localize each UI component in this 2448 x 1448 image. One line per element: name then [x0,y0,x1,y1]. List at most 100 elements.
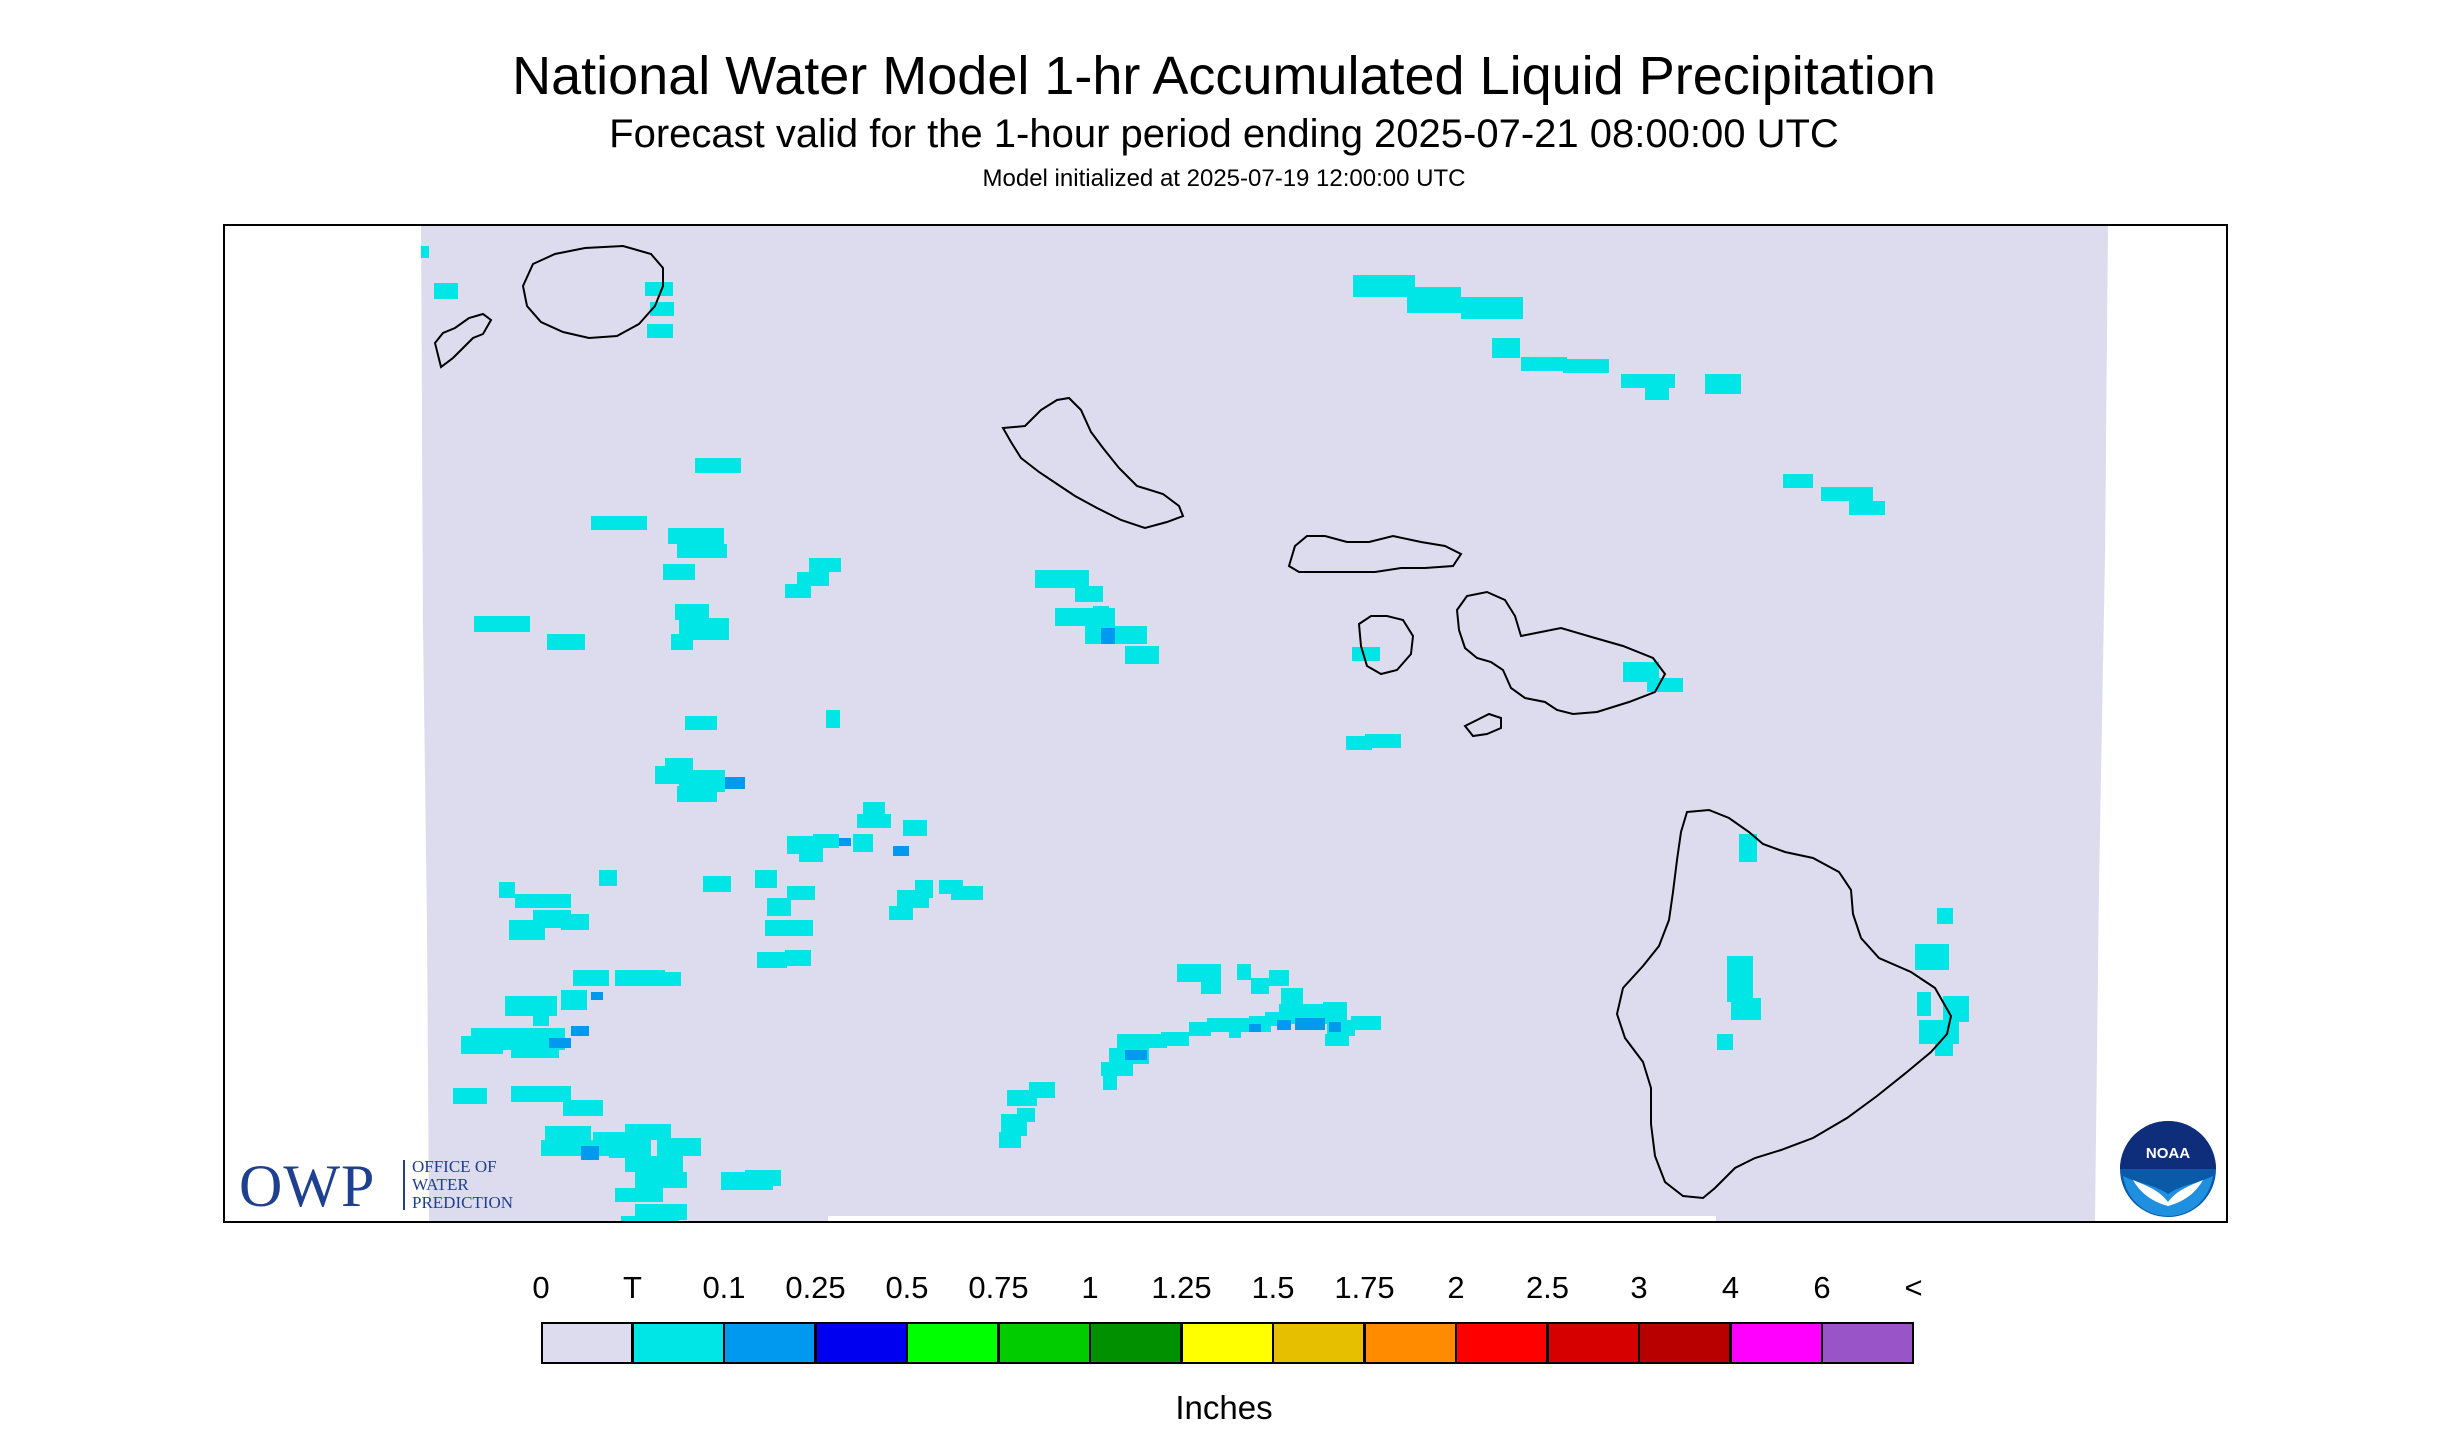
precip-cell-trace [677,544,727,558]
precip-cell-trace [1705,374,1741,394]
precip-cell-trace [1269,970,1289,986]
precip-cell-trace [889,906,913,920]
precip-cell-trace [677,786,717,802]
precip-cell-trace [655,766,683,784]
precip-cell-trace [685,716,717,730]
precip-cell-trace [421,246,429,258]
precip-cell-trace [1201,978,1221,994]
precip-cell-trace [1035,570,1089,588]
model-domain [421,226,2108,1221]
precip-cell-trace [1623,662,1659,682]
forecast-valid-subtitle: Forecast valid for the 1-hour period end… [609,112,1839,156]
precip-cell-trace [474,616,530,632]
precip-cell-trace [903,820,927,836]
legend-swatch-6 [1089,1322,1182,1364]
island-lanai [1357,615,1415,676]
precip-cell-trace [809,558,841,572]
precip-cell-0.1 [1249,1024,1261,1032]
precip-cell-trace [1125,646,1159,664]
precip-cell-0.1 [581,1146,599,1160]
precip-cell-trace [1647,678,1683,692]
precip-cell-trace [668,528,724,544]
precip-cell-trace [1739,834,1757,862]
island-oahu [1001,396,1185,530]
precip-cell-trace [635,1172,687,1188]
precip-cell-0.1 [591,992,603,1000]
precip-cell-trace [1251,978,1269,994]
precip-cell-trace [645,1212,679,1221]
legend-swatch-8 [1272,1322,1365,1364]
legend-tick-1: T [623,1270,642,1305]
precip-cell-0.1 [549,1038,571,1048]
precip-cell-0.1 [1277,1020,1291,1030]
precip-cell-trace [1937,908,1953,924]
island-maui [1455,590,1667,716]
island-hawaii [1615,808,1953,1200]
legend-swatch-0 [541,1322,633,1364]
precip-cell-trace [563,1100,603,1116]
legend-swatch-7 [1181,1322,1274,1364]
precip-cell-trace [545,1126,591,1142]
precip-cell-trace [625,1124,671,1140]
precip-cell-trace [826,710,840,728]
precip-cell-trace [1117,1034,1167,1048]
legend-swatch-14 [1821,1322,1914,1364]
island-molokai [1287,534,1463,573]
precip-cell-trace [1917,992,1931,1016]
precip-cell-trace [717,780,725,792]
precip-cell-trace [1093,606,1109,624]
owp-logo-divider [403,1160,405,1210]
precip-cell-trace [1915,944,1949,970]
precip-cell-trace [745,1170,781,1186]
precip-cell-trace [1365,734,1401,748]
precip-cell-trace [1849,501,1885,515]
precip-cell-trace [787,886,815,900]
precip-cell-trace [591,516,647,530]
precip-cell-trace [1177,964,1221,982]
precip-cell-trace [1001,1114,1027,1136]
precip-cell-0.1 [893,846,909,856]
precipitation-map: OWP OFFICE OF WATER PREDICTION NOAA [223,224,2228,1223]
precip-cell-trace [1461,297,1523,319]
precip-cell-trace [499,882,515,898]
precip-cell-trace [785,584,811,598]
precip-cell-trace [533,1012,549,1026]
precip-cell-trace [453,1088,487,1104]
legend-swatch-13 [1730,1322,1823,1364]
legend-tick-13: 4 [1721,1270,1740,1305]
precip-cell-trace [1621,374,1675,388]
precip-cell-trace [765,920,813,936]
island-niihau [433,312,493,369]
precip-cell-trace [1352,647,1380,661]
precip-cell-trace [767,898,791,916]
legend-swatch-3 [815,1322,908,1364]
precip-cell-trace [665,758,693,770]
precip-cell-0.1 [1101,628,1115,644]
island-kahoolawe [1463,712,1502,738]
precip-cell-trace [1325,1034,1349,1046]
legend-swatch-1 [632,1322,725,1364]
precip-cell-trace [1281,988,1303,1006]
precip-cell-trace [1783,474,1813,488]
precip-cell-trace [663,564,695,580]
precip-cell-trace [647,324,673,338]
precip-cell-trace [1075,586,1103,602]
precip-cell-trace [999,1132,1021,1148]
precip-cell-trace [813,834,839,848]
legend-tick-7: 1.25 [1151,1270,1212,1305]
precip-cell-trace [511,1086,571,1102]
precip-cell-trace [675,604,709,620]
precip-cell-trace [897,890,929,908]
legend-swatch-11 [1547,1322,1640,1364]
precip-cells [421,246,1969,1221]
precip-cell-trace [1645,386,1669,400]
legend-tick-10: 2 [1447,1270,1465,1305]
legend-tick-5: 0.75 [968,1270,1029,1305]
legend-swatch-5 [998,1322,1091,1364]
precip-cell-trace [657,1138,701,1156]
precip-cell-trace [853,834,873,852]
precip-cell-trace [1353,275,1415,297]
precip-cell-trace [1731,998,1761,1020]
legend-tick-8: 1.5 [1251,1270,1295,1305]
precip-cell-trace [679,770,725,786]
